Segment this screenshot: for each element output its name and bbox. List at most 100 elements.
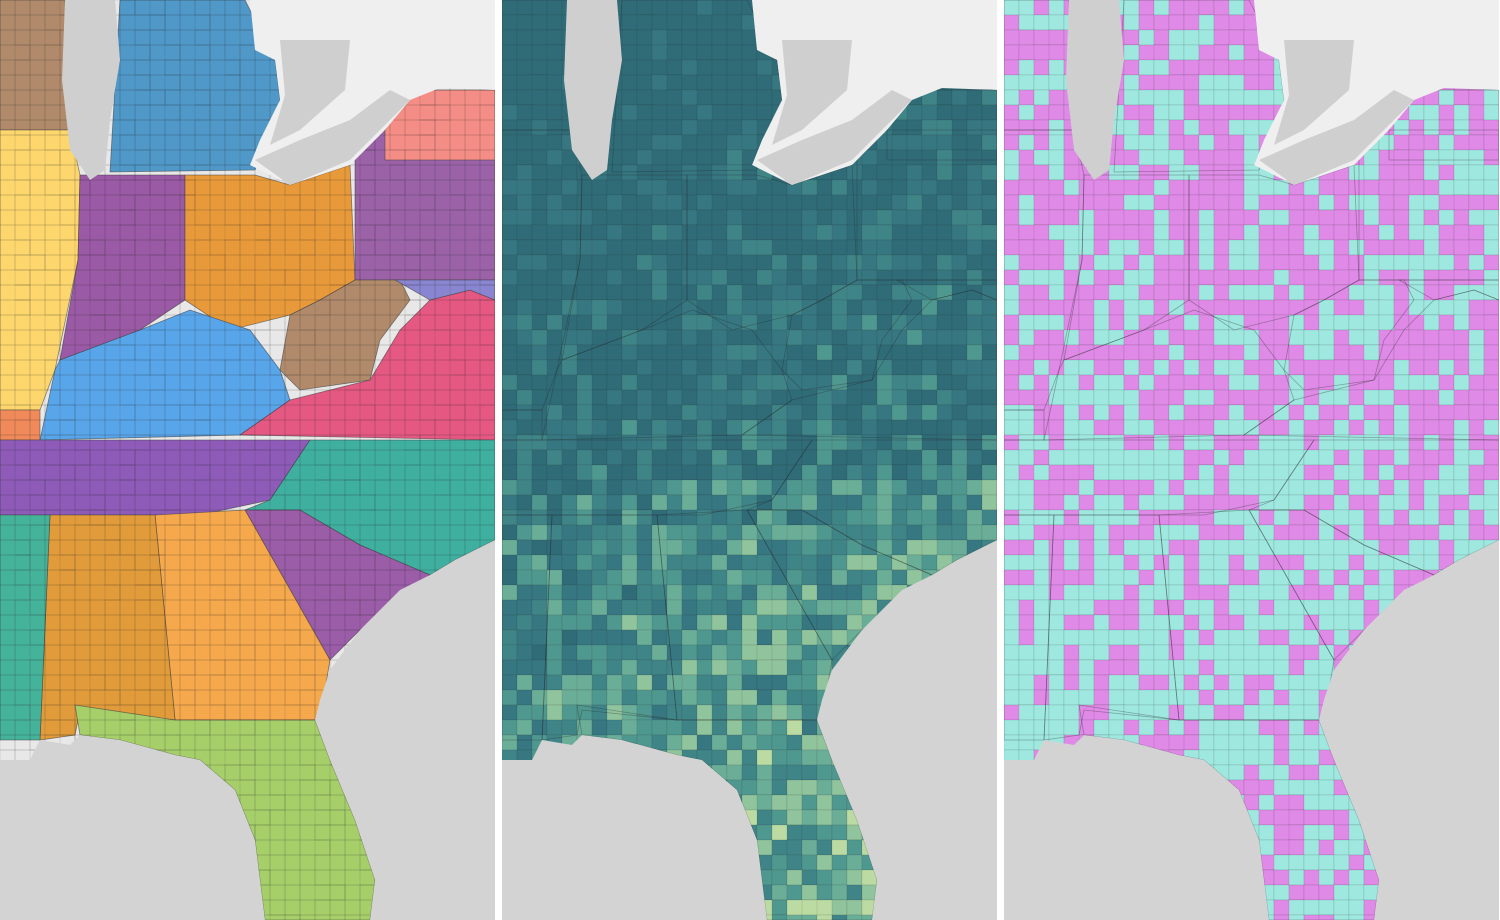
county xyxy=(741,194,758,211)
county xyxy=(786,359,803,376)
county xyxy=(966,524,983,541)
county xyxy=(1183,119,1200,136)
county xyxy=(179,614,196,631)
county xyxy=(209,554,226,571)
county xyxy=(284,389,301,406)
county xyxy=(726,89,743,106)
county xyxy=(1378,194,1395,211)
county xyxy=(846,329,863,346)
county xyxy=(1408,164,1425,181)
county xyxy=(404,494,421,511)
county xyxy=(801,344,818,361)
county xyxy=(359,539,376,556)
county xyxy=(621,179,638,196)
county xyxy=(831,329,848,346)
county xyxy=(1348,284,1365,301)
county xyxy=(1078,359,1095,376)
county xyxy=(606,554,623,571)
county xyxy=(741,674,758,691)
county xyxy=(621,599,638,616)
county xyxy=(621,284,638,301)
county xyxy=(329,284,346,301)
county xyxy=(1048,269,1065,286)
county xyxy=(314,404,331,421)
county xyxy=(891,224,908,241)
county xyxy=(299,569,316,586)
county xyxy=(434,254,451,271)
county xyxy=(546,104,563,121)
county xyxy=(254,674,271,691)
county xyxy=(419,524,436,541)
county xyxy=(741,704,758,721)
county xyxy=(786,824,803,841)
county xyxy=(771,689,788,706)
county xyxy=(464,299,495,316)
county xyxy=(846,899,863,916)
county xyxy=(179,584,196,601)
county xyxy=(254,209,271,226)
county xyxy=(404,464,421,481)
county xyxy=(591,194,608,211)
county xyxy=(621,44,638,61)
county xyxy=(1378,299,1395,316)
county xyxy=(1123,0,1140,16)
county xyxy=(389,449,421,466)
county xyxy=(164,704,181,721)
county xyxy=(561,479,578,496)
county xyxy=(0,209,16,226)
county xyxy=(194,734,211,751)
county xyxy=(74,194,91,211)
county xyxy=(891,434,908,451)
county xyxy=(209,254,226,271)
county xyxy=(1213,224,1230,241)
county xyxy=(936,329,953,346)
county xyxy=(1033,14,1050,31)
county xyxy=(194,374,211,391)
county xyxy=(681,29,698,46)
county xyxy=(1048,329,1065,346)
county xyxy=(1468,134,1485,151)
county xyxy=(921,554,938,571)
county xyxy=(921,224,938,241)
county xyxy=(681,569,698,586)
county xyxy=(239,629,256,646)
county xyxy=(119,644,136,661)
county xyxy=(0,29,16,46)
county xyxy=(149,644,166,661)
county xyxy=(59,599,76,616)
county xyxy=(209,644,241,661)
county xyxy=(344,494,376,511)
county xyxy=(59,509,91,526)
county xyxy=(726,449,743,466)
county xyxy=(119,704,136,721)
county xyxy=(726,14,743,31)
county xyxy=(149,89,166,106)
county xyxy=(771,914,788,920)
county xyxy=(419,344,436,361)
county xyxy=(119,149,151,166)
county xyxy=(14,0,31,16)
county xyxy=(104,689,121,706)
county xyxy=(14,239,31,256)
county xyxy=(816,239,833,256)
county xyxy=(434,284,466,301)
county xyxy=(1423,239,1440,256)
county xyxy=(149,209,166,226)
county xyxy=(179,269,196,286)
county xyxy=(1123,29,1140,46)
county xyxy=(651,689,668,706)
county xyxy=(74,374,91,391)
county xyxy=(1183,44,1200,61)
county xyxy=(149,149,166,166)
county xyxy=(1243,29,1260,46)
county xyxy=(726,59,743,76)
county xyxy=(756,629,773,646)
county xyxy=(314,254,331,271)
county xyxy=(1273,344,1290,361)
county xyxy=(981,509,997,526)
county xyxy=(344,899,361,916)
county xyxy=(164,359,181,376)
county xyxy=(194,74,211,91)
county xyxy=(104,719,136,736)
county xyxy=(269,359,301,376)
